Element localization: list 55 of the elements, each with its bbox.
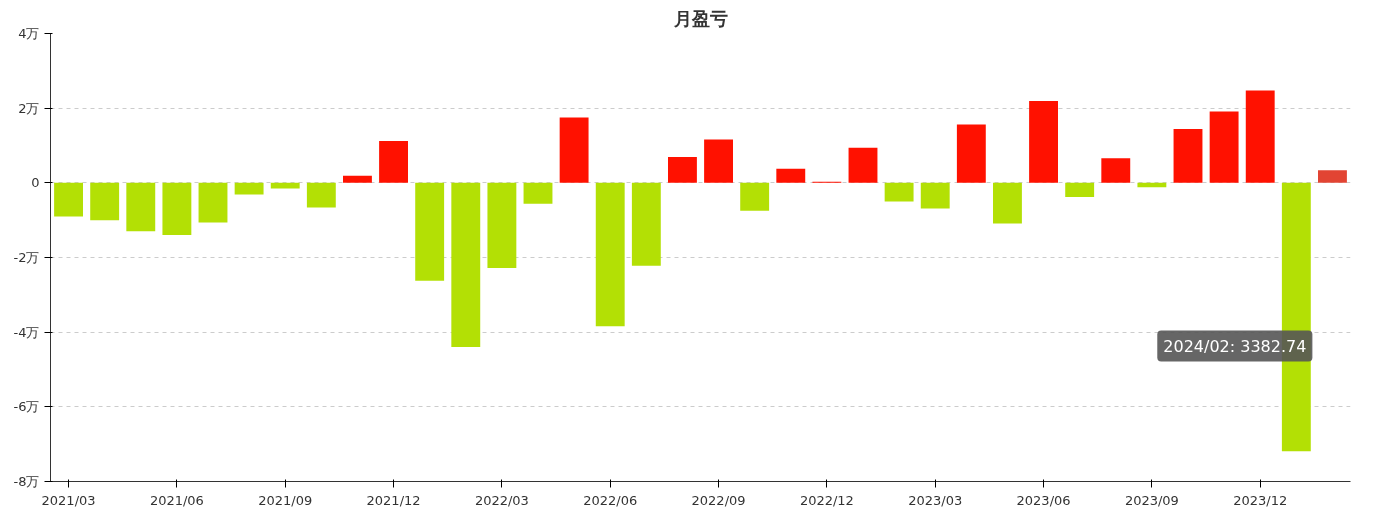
x-tick-label: 2023/06 bbox=[1016, 492, 1071, 508]
bar bbox=[415, 182, 445, 281]
bar bbox=[54, 182, 83, 217]
bar bbox=[1173, 129, 1203, 183]
bar bbox=[1101, 158, 1131, 183]
bar bbox=[487, 182, 517, 268]
x-tick-label: 2022/06 bbox=[583, 492, 638, 508]
x-tick-label: 2021/03 bbox=[41, 492, 96, 508]
bar bbox=[90, 182, 120, 221]
x-tick-label: 2021/09 bbox=[258, 492, 313, 508]
x-tick-label: 2021/06 bbox=[149, 492, 204, 508]
bar bbox=[343, 175, 372, 183]
y-tick-label: -4万 bbox=[13, 324, 40, 340]
bar bbox=[126, 182, 156, 232]
bar bbox=[595, 182, 625, 327]
y-tick-label: -6万 bbox=[13, 399, 40, 415]
y-tick-label: 4万 bbox=[18, 26, 40, 41]
x-tick-label: 2022/12 bbox=[799, 492, 854, 508]
y-tick-label: -2万 bbox=[13, 250, 40, 265]
bar bbox=[1318, 170, 1347, 183]
x-tick-label: 2023/09 bbox=[1124, 492, 1179, 508]
x-tick-label: 2021/12 bbox=[366, 492, 421, 508]
chart-title: 月盈亏 bbox=[672, 7, 728, 29]
bar bbox=[162, 182, 192, 236]
bar bbox=[1209, 111, 1239, 183]
bar bbox=[306, 182, 336, 208]
bar bbox=[704, 139, 733, 183]
bar bbox=[234, 182, 264, 195]
bar bbox=[451, 182, 481, 348]
x-tick-label: 2023/03 bbox=[908, 492, 963, 508]
bar bbox=[523, 182, 553, 204]
bar bbox=[631, 182, 661, 266]
bar bbox=[1137, 182, 1167, 188]
bar bbox=[198, 182, 228, 223]
bar bbox=[740, 182, 770, 211]
bar bbox=[559, 117, 589, 183]
bar bbox=[1245, 90, 1275, 183]
y-tick-label: 0 bbox=[31, 175, 40, 191]
bar bbox=[776, 168, 806, 183]
bar bbox=[993, 182, 1022, 224]
x-tick-label: 2022/03 bbox=[474, 492, 529, 508]
bar bbox=[270, 182, 300, 189]
bar bbox=[884, 182, 914, 202]
annotation: 2024/02: 3382.74 bbox=[1163, 336, 1307, 356]
bar bbox=[1029, 101, 1058, 183]
y-tick-label: 2万 bbox=[18, 100, 40, 116]
x-tick-label: 2022/09 bbox=[691, 492, 746, 508]
bar bbox=[956, 124, 986, 183]
bar bbox=[379, 141, 408, 183]
bar bbox=[848, 147, 878, 183]
y-tick-label: -8万 bbox=[13, 474, 40, 489]
bar bbox=[920, 182, 950, 209]
bar bbox=[668, 157, 697, 183]
x-tick-label: 2023/12 bbox=[1233, 492, 1288, 508]
bar bbox=[1065, 182, 1095, 198]
